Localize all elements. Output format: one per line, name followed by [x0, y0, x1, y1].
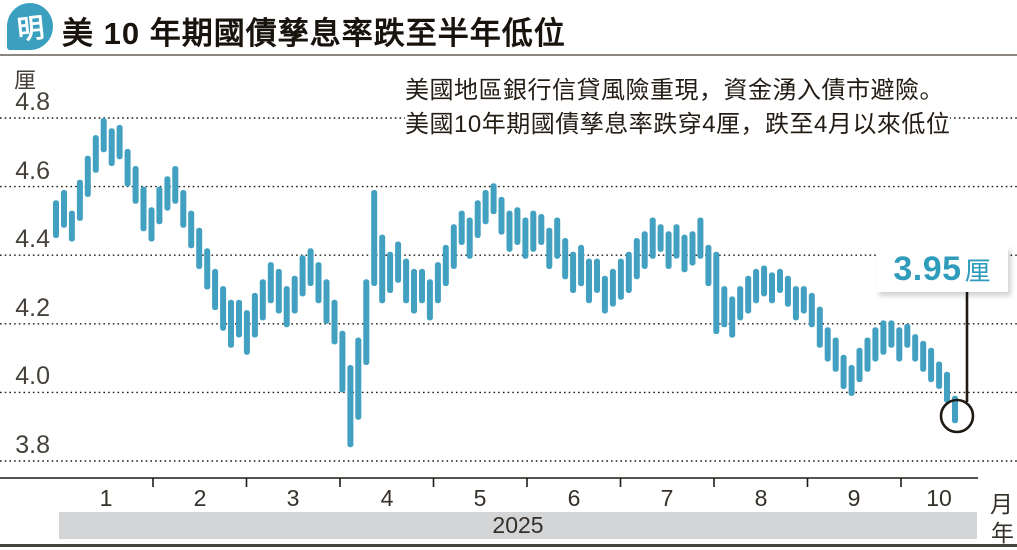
y-axis-tick-label: 4.8 — [15, 88, 50, 116]
y-axis-unit-label: 厘 — [14, 68, 37, 93]
y-axis-tick-label: 4.0 — [15, 362, 50, 391]
callout-unit: 厘 — [964, 255, 991, 286]
month-tick-label: 4 — [380, 485, 394, 511]
month-tick-label: 1 — [99, 485, 113, 511]
x-axis — [0, 477, 978, 487]
year-label: 2025 — [492, 512, 544, 538]
gridlines — [0, 117, 1017, 462]
month-tick-label: 5 — [473, 485, 487, 511]
yield-range-bars — [53, 118, 958, 448]
y-axis-tick-label: 4.4 — [15, 225, 50, 254]
month-tick-label: 9 — [847, 485, 861, 511]
callout-box: 3.95 厘 — [876, 246, 1008, 292]
annotation-line-2: 美國10年期國債孳息率跌穿4厘，跌至4月以來低位 — [405, 111, 951, 138]
mingpao-logo-glyph: 明 — [15, 12, 46, 46]
y-axis-tick-label: 3.8 — [15, 431, 50, 459]
month-tick-label: 6 — [567, 485, 581, 511]
month-tick-label: 7 — [660, 485, 674, 511]
annotation-line-1: 美國地區銀行信貸風險重現，資金湧入債市避險。 — [405, 77, 944, 104]
month-tick-label: 8 — [754, 485, 768, 511]
month-tick-label: 3 — [286, 485, 300, 511]
bottom-divider — [0, 544, 1017, 547]
last-point-circle — [939, 398, 975, 434]
year-bar: 2025 — [59, 512, 977, 539]
y-axis-tick-label: 4.2 — [15, 293, 50, 322]
title-divider — [0, 54, 1017, 56]
callout-marker — [939, 291, 975, 434]
month-tick-label: 2 — [193, 485, 207, 511]
chart-annotation: 美國地區銀行信貸風險重現，資金湧入債市避險。 美國10年期國債孳息率跌穿4厘，跌… — [405, 74, 951, 142]
month-labels: 1 2 3 4 5 6 7 8 9 10 — [0, 485, 1017, 511]
y-axis-tick-label: 4.6 — [15, 156, 50, 185]
y-axis-labels: 4.8 4.6 4.4 4.2 4.0 3.8 — [6, 0, 50, 480]
callout-value: 3.95 — [893, 249, 962, 288]
month-tick-label: 10 — [926, 485, 952, 511]
month-unit-label: 月 — [990, 491, 1013, 517]
page-title: 美 10 年期國債孳息率跌至半年低位 — [62, 16, 566, 51]
year-unit-label: 年 — [991, 520, 1014, 546]
mingpao-logo: 明 — [7, 3, 53, 50]
